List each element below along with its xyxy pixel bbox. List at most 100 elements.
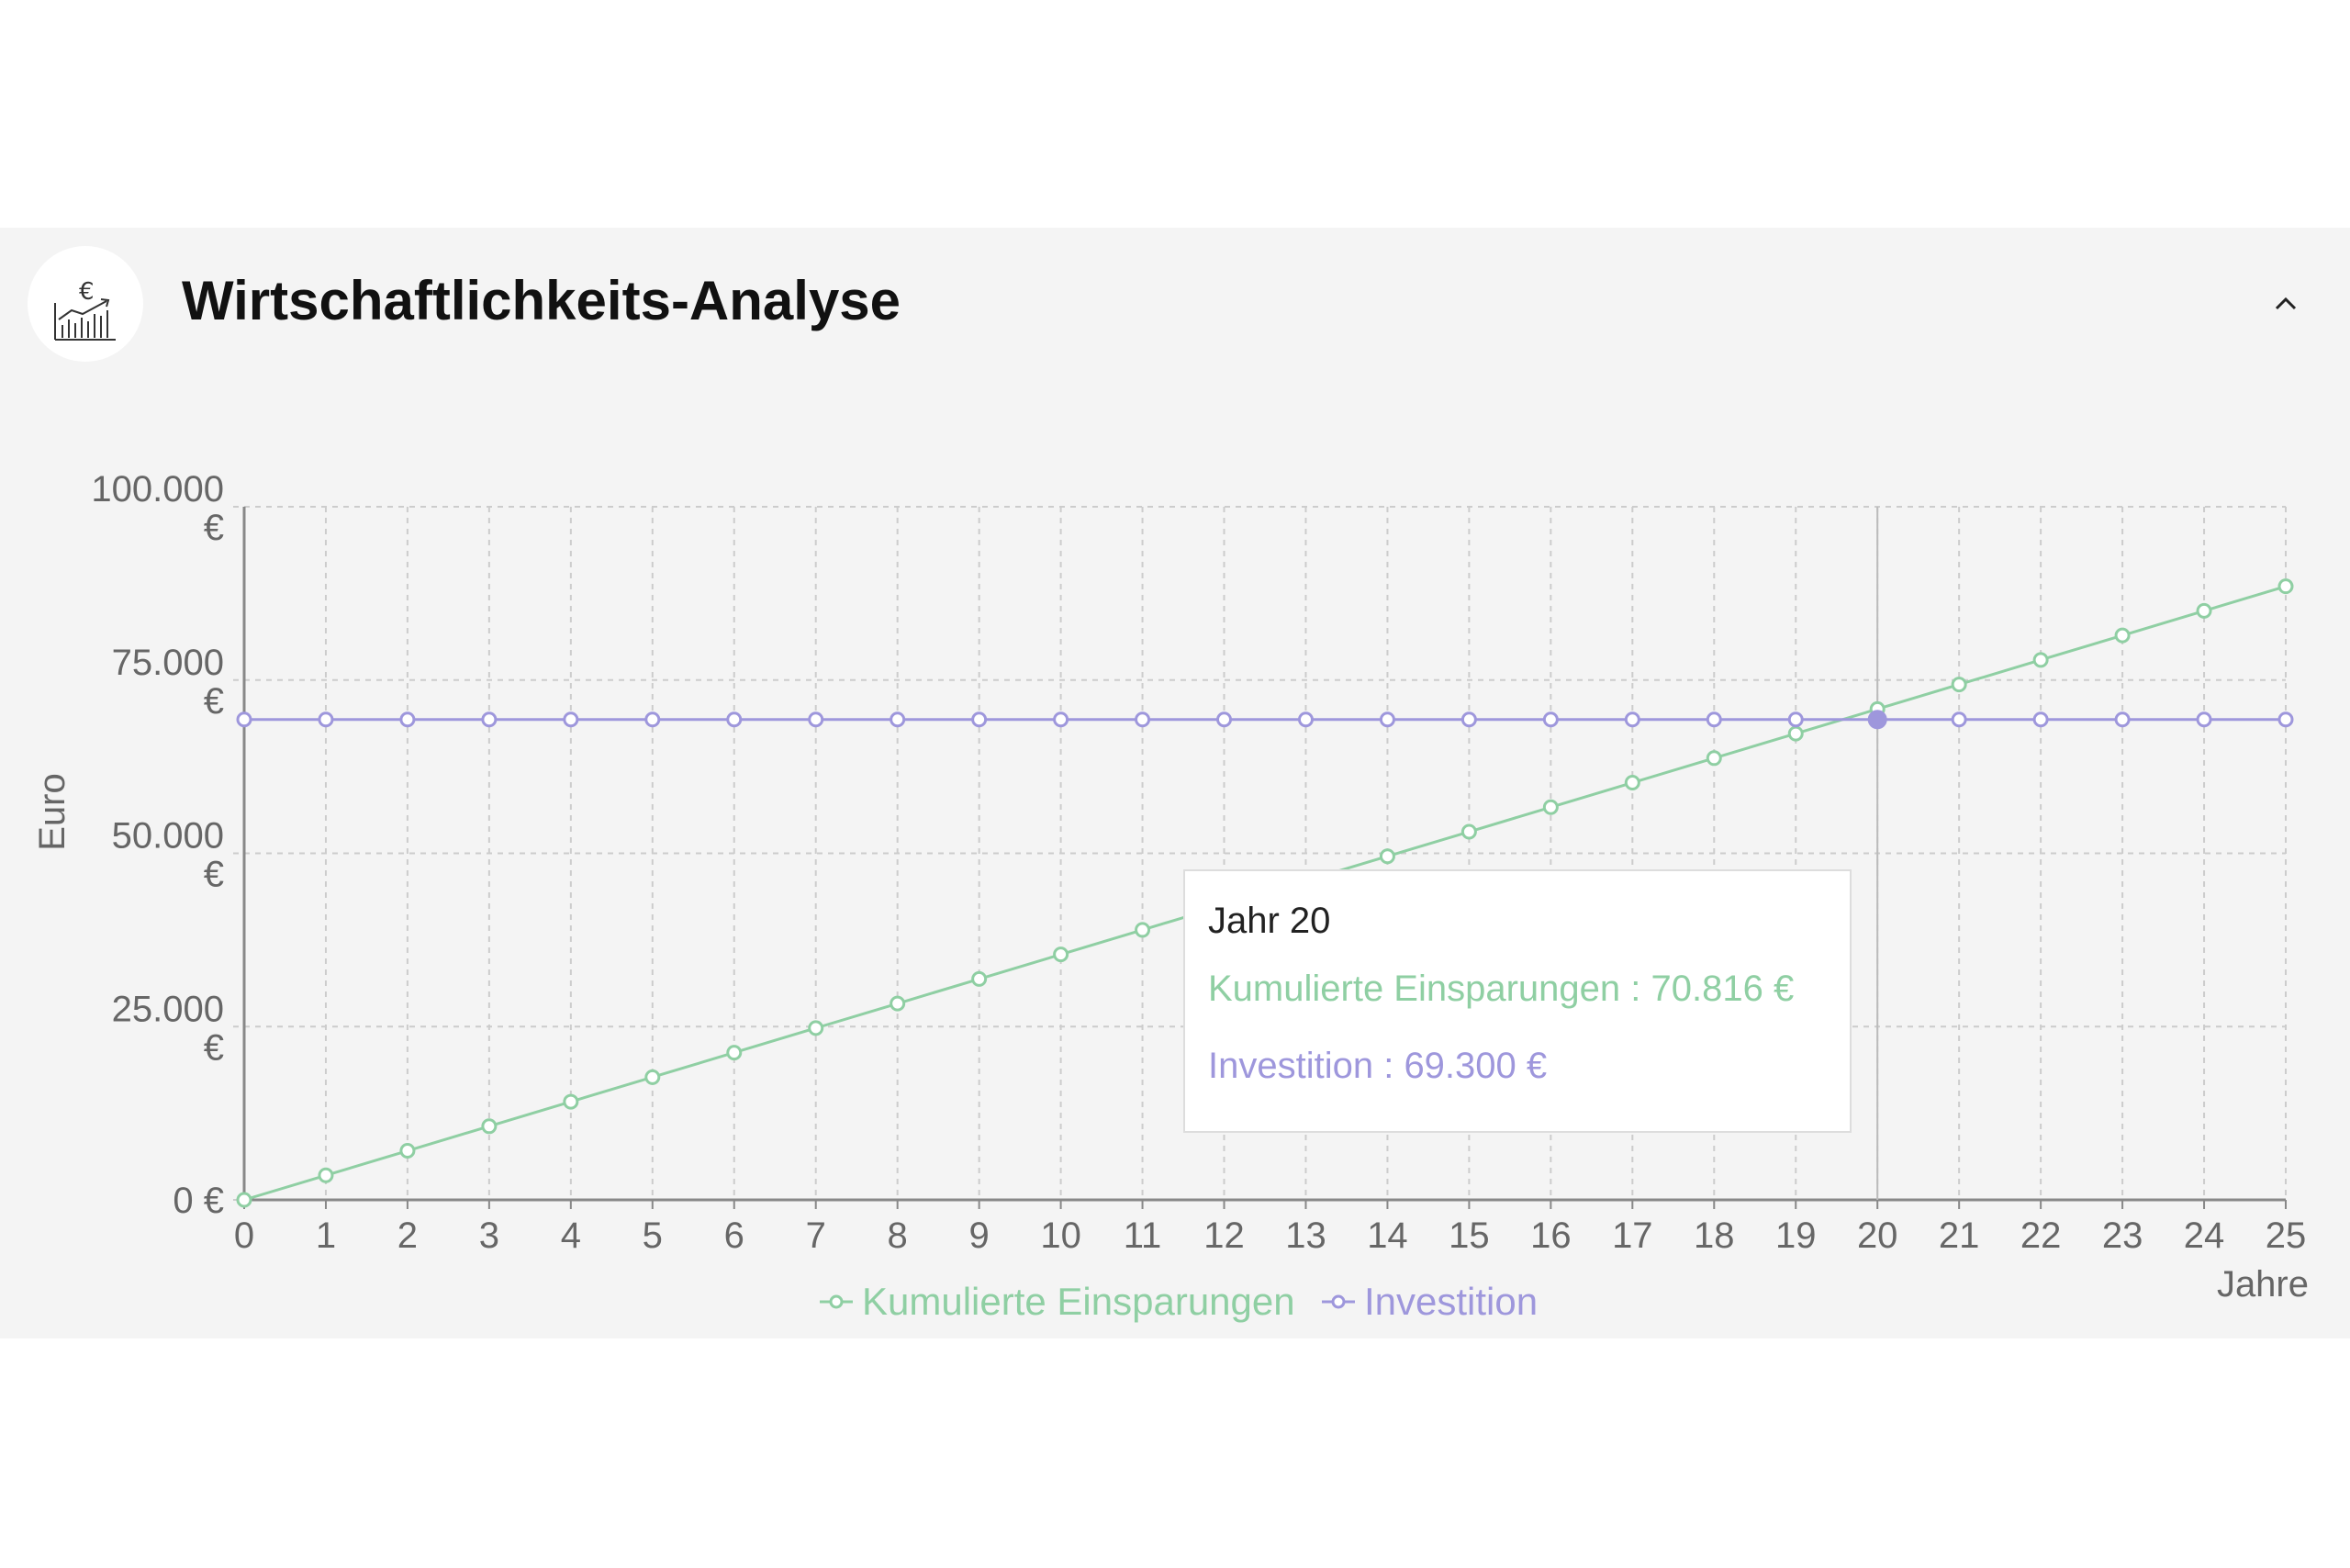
y-tick-label: 50.000 [112, 816, 224, 857]
x-tick-label: 23 [2102, 1215, 2143, 1256]
data-point [236, 711, 252, 728]
x-tick-label: 24 [2184, 1215, 2225, 1256]
data-point [1951, 677, 1967, 693]
x-tick-label: 4 [561, 1215, 581, 1256]
x-axis-title: Jahre [2217, 1264, 2309, 1305]
data-point [644, 711, 661, 728]
x-tick-label: 9 [969, 1215, 990, 1256]
data-point [1379, 711, 1395, 728]
data-point [318, 1167, 334, 1183]
data-point [1460, 823, 1477, 840]
x-tick-label: 12 [1203, 1215, 1245, 1256]
x-tick-label: 16 [1530, 1215, 1572, 1256]
data-point [726, 711, 743, 728]
data-point [2277, 711, 2294, 728]
x-tick-label: 8 [888, 1215, 908, 1256]
data-point [2196, 711, 2212, 728]
x-tick-label: 0 [234, 1215, 254, 1256]
chart-tooltip: Jahr 20 Kumulierte Einsparungen : 70.816… [1183, 869, 1852, 1133]
data-point [318, 711, 334, 728]
data-point [1951, 711, 1967, 728]
data-point [399, 1143, 416, 1159]
data-point [1787, 725, 1804, 742]
x-tick-label: 19 [1775, 1215, 1817, 1256]
data-point [2196, 602, 2212, 619]
y-axis-title: Euro [32, 773, 73, 851]
panel-title: Wirtschaftlichkeits-Analyse [182, 270, 901, 331]
y-tick-label-unit: € [204, 855, 224, 895]
data-point [481, 1118, 498, 1135]
x-tick-label: 25 [2266, 1215, 2307, 1256]
data-point [1624, 711, 1640, 728]
data-point [1542, 799, 1559, 815]
data-point [1706, 711, 1722, 728]
x-tick-label: 21 [1939, 1215, 1980, 1256]
legend-swatch-marker [1331, 1294, 1346, 1309]
data-point [2032, 652, 2049, 668]
data-point [563, 711, 579, 728]
chevron-up-icon [2275, 297, 2297, 310]
collapse-button[interactable] [2266, 283, 2306, 323]
data-point [890, 711, 906, 728]
data-point [808, 711, 824, 728]
panel-header[interactable]: € Wirtschaftlichkeits-Analyse [0, 228, 2350, 384]
data-point [1135, 922, 1151, 938]
x-tick-label: 17 [1612, 1215, 1653, 1256]
data-point [563, 1093, 579, 1110]
data-point [1216, 711, 1233, 728]
x-tick-label: 22 [2020, 1215, 2062, 1256]
y-tick-label: 0 € [173, 1181, 224, 1221]
data-point [2114, 711, 2131, 728]
data-point [1867, 710, 1887, 730]
data-point [236, 1192, 252, 1208]
data-point [481, 711, 498, 728]
legend-swatch-marker [829, 1294, 844, 1309]
data-point [2114, 627, 2131, 644]
data-point [971, 711, 988, 728]
x-tick-label: 1 [316, 1215, 336, 1256]
tooltip-title: Jahr 20 [1208, 901, 1331, 941]
data-point [1135, 711, 1151, 728]
tooltip-savings: Kumulierte Einsparungen : 70.816 € [1208, 969, 1795, 1009]
tooltip-investment: Investition : 69.300 € [1208, 1046, 1548, 1086]
legend-label: Investition [1364, 1280, 1538, 1323]
data-point [644, 1069, 661, 1085]
x-tick-label: 3 [479, 1215, 499, 1256]
data-point [890, 995, 906, 1012]
data-point [1379, 848, 1395, 865]
data-point [1053, 711, 1069, 728]
x-tick-label: 13 [1285, 1215, 1326, 1256]
x-tick-label: 15 [1449, 1215, 1490, 1256]
x-tick-label: 20 [1857, 1215, 1898, 1256]
data-point [1297, 711, 1314, 728]
x-tick-label: 6 [724, 1215, 744, 1256]
data-point [1787, 711, 1804, 728]
data-point [971, 970, 988, 987]
legend-label: Kumulierte Einsparungen [862, 1280, 1295, 1323]
data-point [1624, 775, 1640, 791]
data-point [1053, 946, 1069, 963]
y-tick-label: 75.000 [112, 643, 224, 683]
y-tick-label-unit: € [204, 508, 224, 548]
x-tick-label: 14 [1367, 1215, 1408, 1256]
x-tick-label: 11 [1124, 1215, 1162, 1256]
y-tick-label-unit: € [204, 681, 224, 722]
x-tick-label: 5 [643, 1215, 663, 1256]
y-tick-label: 25.000 [112, 989, 224, 1029]
data-point [1542, 711, 1559, 728]
svg-text:€: € [79, 278, 95, 306]
data-point [2032, 711, 2049, 728]
y-tick-label: 100.000 [91, 469, 224, 510]
data-point [399, 711, 416, 728]
data-point [2277, 578, 2294, 595]
x-tick-label: 18 [1694, 1215, 1735, 1256]
data-point [808, 1020, 824, 1036]
x-tick-label: 10 [1040, 1215, 1081, 1256]
x-tick-label: 2 [397, 1215, 418, 1256]
x-tick-label: 7 [806, 1215, 826, 1256]
data-point [1460, 711, 1477, 728]
y-tick-label-unit: € [204, 1027, 224, 1068]
euro-chart-icon: € [28, 246, 143, 362]
data-point [1706, 750, 1722, 767]
